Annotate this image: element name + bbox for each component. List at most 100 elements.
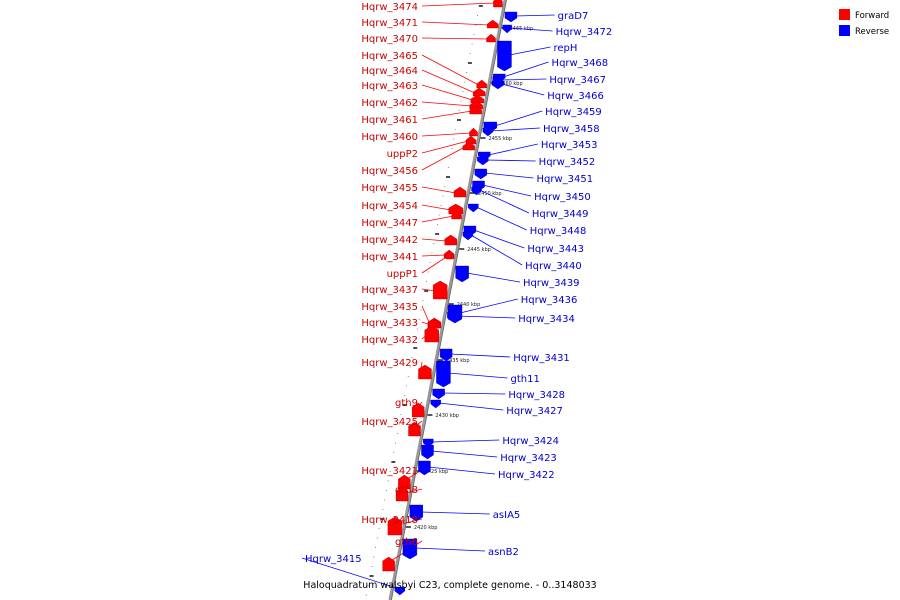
gene-feature-reverse <box>436 360 451 388</box>
gene-label-reverse: Hqrw_3451 <box>536 174 593 185</box>
gene-label-reverse: Hqrw_3443 <box>527 244 584 255</box>
gene-feature-forward <box>382 556 395 572</box>
gene-feature-reverse <box>409 504 423 522</box>
scale-label: 2460 kbp <box>499 81 523 87</box>
leader-line-reverse <box>482 184 532 197</box>
gene-label-reverse: Hqrw_3427 <box>506 406 563 417</box>
gene-label-reverse: Hqrw_3431 <box>513 353 570 364</box>
gene-label-forward: Hqrw_3461 <box>361 115 418 126</box>
gene-label-forward: Hqrw_3460 <box>361 132 418 143</box>
gene-feature-reverse <box>497 40 512 72</box>
gene-label-forward: Hqrw_3471 <box>361 18 418 29</box>
gene-feature-reverse <box>504 11 518 23</box>
gene-label-reverse: Hqrw_3415 <box>305 554 362 565</box>
gene-feature-forward <box>418 364 432 380</box>
gene-label-forward: Hqrw_3429 <box>361 358 418 369</box>
gene-feature-reverse <box>468 203 479 213</box>
gene-feature-forward <box>408 421 421 437</box>
leader-line-forward <box>421 37 489 40</box>
gene-feature-forward <box>398 474 411 490</box>
scale-label: 2445 kbp <box>467 247 491 253</box>
gene-feature-reverse <box>482 127 494 137</box>
axis-ticks <box>365 5 483 596</box>
legend-reverse-swatch <box>839 25 850 36</box>
leader-line-forward <box>421 238 447 242</box>
gene-feature-reverse <box>502 24 512 34</box>
gene-labels: Hqrw_3474 Hqrw_3471 Hqrw_3470 Hqrw_3465 Hqrw… <box>305 2 612 565</box>
gene-label-reverse: Hqrw_3449 <box>532 209 589 220</box>
leader-line-reverse <box>503 61 549 78</box>
gene-label-reverse: Hqrw_3472 <box>556 27 613 38</box>
gene-feature-reverse <box>447 311 460 323</box>
gene-label-reverse: Hqrw_3453 <box>541 140 598 151</box>
gene-label-forward: Hqrw_3464 <box>361 66 418 77</box>
gene-label-reverse: graD7 <box>558 11 589 22</box>
gene-label-reverse: Hqrw_3439 <box>523 278 580 289</box>
leader-line-reverse <box>431 439 500 443</box>
leader-line-reverse <box>490 127 540 132</box>
leader-line-forward <box>421 84 473 101</box>
scale-label: 2425 kbp <box>425 469 449 475</box>
leader-line-forward <box>421 110 472 120</box>
leader-line-reverse <box>509 46 551 56</box>
gene-feature-reverse <box>474 168 488 180</box>
scale-label: 2450 kbp <box>478 191 502 197</box>
gene-label-reverse: Hqrw_3458 <box>543 124 600 135</box>
leader-line-reverse <box>500 78 547 81</box>
leader-line-reverse <box>448 372 508 379</box>
scale-label: 2440 kbp <box>457 302 481 308</box>
gene-feature-forward <box>395 486 409 502</box>
leader-line-reverse <box>450 353 511 358</box>
leader-line-reverse <box>514 14 555 17</box>
gene-feature-forward <box>470 94 485 104</box>
gene-label-forward: Hqrw_3418 <box>361 515 418 526</box>
gene-feature-forward <box>451 210 462 220</box>
legend-forward-label: Forward <box>855 11 889 21</box>
gene-label-forward: gth9 <box>395 398 418 409</box>
gene-label-reverse: Hqrw_3466 <box>547 91 604 102</box>
gene-label-reverse: Hqrw_3452 <box>539 157 596 168</box>
gene-feature-reverse <box>462 231 474 241</box>
gene-label-forward: Hqrw_3425 <box>361 417 418 428</box>
gene-label-reverse: Hqrw_3467 <box>549 75 606 86</box>
gene-label-forward: Hqrw_3437 <box>361 285 418 296</box>
gene-label-reverse: Hqrw_3468 <box>552 58 609 69</box>
gene-feature-reverse <box>418 460 431 476</box>
gene-label-forward: Hqrw_3454 <box>361 201 418 212</box>
gene-feature-reverse <box>432 388 445 400</box>
leader-line-reverse <box>301 557 403 591</box>
leader-line-reverse <box>470 234 523 266</box>
leader-line-reverse <box>501 83 545 96</box>
leader-line-reverse <box>494 110 543 127</box>
gene-feature-reverse <box>439 348 453 362</box>
gene-feature-reverse <box>477 156 489 166</box>
leader-line-forward <box>421 255 449 274</box>
gene-label-forward: Hqrw_3421 <box>361 466 418 477</box>
gene-label-reverse: Hqrw_3434 <box>518 314 575 325</box>
gene-label-forward: uppP2 <box>387 149 418 160</box>
genome-axis <box>388 0 507 600</box>
leader-line-forward <box>421 186 457 194</box>
gene-label-reverse: Hqrw_3428 <box>508 390 565 401</box>
gene-feature-reverse <box>455 265 469 283</box>
gene-feature-forward <box>486 33 496 43</box>
leader-line-forward <box>421 146 465 171</box>
scale-label: 2430 kbp <box>435 413 459 419</box>
leader-line-reverse <box>488 143 538 156</box>
leader-line-reverse <box>466 272 521 283</box>
gene-label-forward: uppP1 <box>387 269 418 280</box>
leader-line-forward <box>421 2 496 7</box>
gene-feature-forward <box>424 325 439 343</box>
scale-label: 2435 kbp <box>446 358 470 364</box>
leader-line-reverse <box>438 402 504 411</box>
leader-line-forward <box>421 215 454 223</box>
gene-label-reverse: asnB2 <box>488 547 519 558</box>
leader-line-forward <box>421 140 469 154</box>
leader-lines <box>301 2 555 591</box>
scale-label: 2420 kbp <box>414 525 438 531</box>
gene-feature-forward <box>476 79 487 89</box>
gene-feature-forward <box>453 186 467 198</box>
genome-caption: Haloquadratum walsbyi C23, complete geno… <box>303 580 596 591</box>
gene-label-forward: gth6 <box>395 537 418 548</box>
gene-label-reverse: gth11 <box>510 374 539 385</box>
